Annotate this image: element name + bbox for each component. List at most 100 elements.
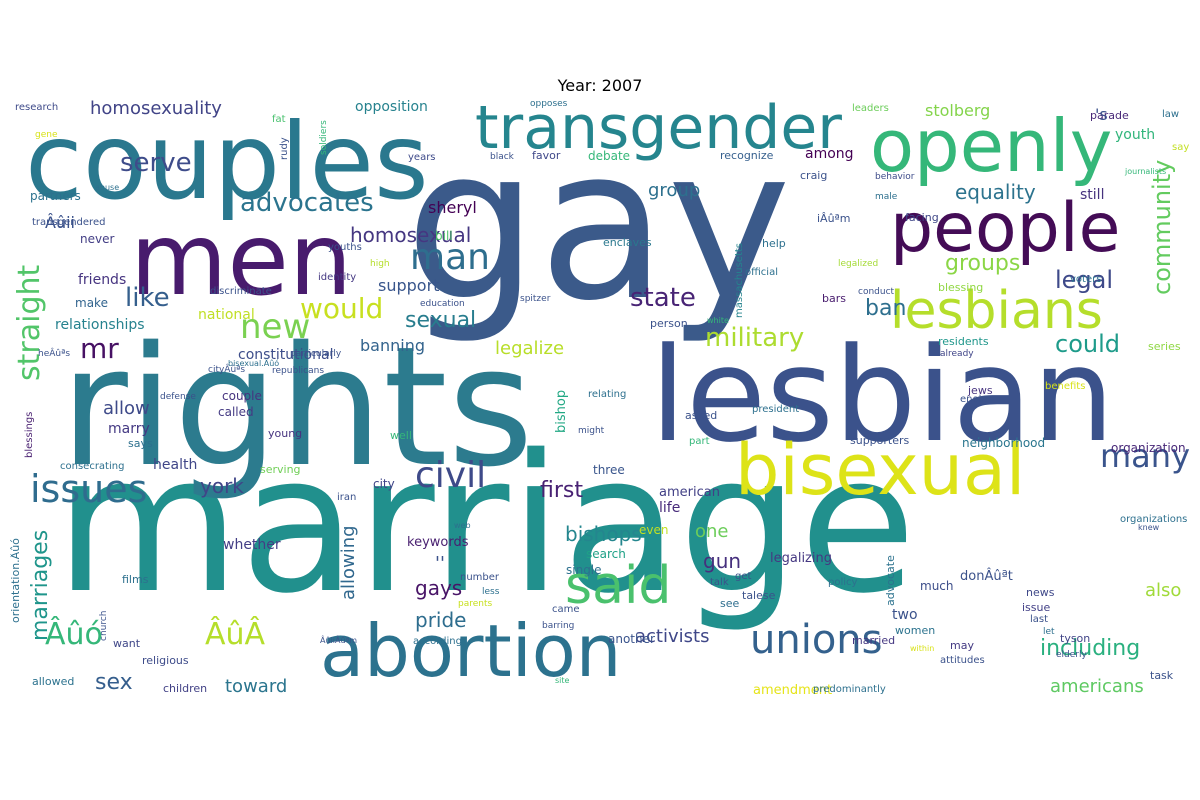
word-male-138: male bbox=[875, 192, 898, 202]
word-issue-113: issue bbox=[1022, 601, 1051, 614]
word-stolberg-53: stolberg bbox=[925, 101, 991, 120]
word-constitutional-61: constitutional bbox=[238, 347, 334, 363]
word-bill-86: bill bbox=[435, 229, 453, 243]
word-straight-18: straight bbox=[12, 264, 47, 381]
word-supporters-115: supporters bbox=[850, 434, 910, 447]
word-favor-89: favor bbox=[532, 149, 561, 162]
word-serving-101: serving bbox=[260, 463, 301, 476]
word-serve-21: serve bbox=[120, 148, 192, 178]
word-gun-48: gun bbox=[703, 549, 742, 573]
word-keywords-68: keywords bbox=[407, 535, 469, 550]
word-pride-41: pride bbox=[415, 608, 467, 632]
word-blessings-148: blessings bbox=[24, 411, 35, 458]
word-iran-157: iran bbox=[337, 492, 357, 503]
word-state-25: state bbox=[630, 283, 696, 313]
word-civil-15: civil bbox=[415, 455, 487, 496]
word-let-175: let bbox=[1043, 627, 1055, 637]
word-help-92: help bbox=[762, 237, 786, 250]
word-news-114: news bbox=[1026, 586, 1055, 599]
word-legal-32: legal bbox=[1055, 266, 1114, 294]
word-never-84: never bbox=[80, 232, 115, 246]
word-friends-59: friends bbox=[78, 272, 127, 288]
word-attitudes-172: attitudes bbox=[940, 655, 985, 666]
word-high-141: high bbox=[370, 259, 390, 269]
word-children-104: children bbox=[163, 682, 208, 695]
word-legalize-47: legalize bbox=[495, 338, 565, 359]
word-gay-0: gay bbox=[405, 102, 792, 347]
word-bars-93: bars bbox=[822, 292, 846, 305]
word-allowed-105: allowed bbox=[32, 675, 75, 688]
word-marriage-1: marriage bbox=[55, 414, 917, 635]
word-spitzer-142: spitzer bbox=[520, 294, 551, 304]
word-health-62: health bbox=[153, 457, 198, 473]
word-symbol-193: ÂûÂ bbox=[205, 617, 266, 652]
word-organizations-177: organizations bbox=[1120, 514, 1188, 525]
word-man-16: man bbox=[410, 237, 490, 278]
word-enclaves-94: enclaves bbox=[603, 236, 652, 249]
word-i-m-190: iÂûªm bbox=[817, 212, 851, 225]
word-knew-178: knew bbox=[1138, 523, 1160, 532]
word-neighborhood-75: neighborhood bbox=[962, 436, 1046, 450]
word-still-72: still bbox=[1080, 187, 1105, 203]
word-opposition-69: opposition bbox=[355, 100, 428, 115]
word-gene-185: gene bbox=[35, 130, 58, 140]
word-relationships-58: relationships bbox=[55, 317, 145, 333]
word-say-123: say bbox=[1172, 142, 1190, 153]
word-issues-14: issues bbox=[30, 467, 148, 511]
word-leaders-120: leaders bbox=[852, 103, 889, 114]
word-city-99: city bbox=[373, 477, 395, 491]
word-banning-56: banning bbox=[360, 336, 425, 355]
word-military-23: military bbox=[705, 323, 805, 353]
word-years-127: years bbox=[408, 152, 436, 163]
word-orientation-196: orientation.Âûó bbox=[10, 538, 22, 623]
word-could-29: could bbox=[1055, 330, 1120, 358]
word-opposes-182: opposes bbox=[530, 100, 568, 109]
word-legalized-134: legalized bbox=[838, 259, 879, 269]
word-tyson-112: tyson bbox=[1060, 632, 1091, 645]
word-many-19: many bbox=[1100, 437, 1190, 475]
word-groups-33: groups bbox=[945, 251, 1021, 276]
word-debate-87: debate bbox=[588, 149, 631, 163]
word-soldiers-181: soldiers bbox=[319, 120, 329, 155]
word-couples-4: couples bbox=[25, 101, 429, 223]
word-transgendered-128: transgendered bbox=[32, 217, 106, 228]
word-well-96: well bbox=[390, 429, 412, 442]
word-talese-170: talese bbox=[742, 589, 776, 602]
word-national-60: national bbox=[198, 307, 255, 323]
word-americans-44: americans bbox=[1050, 676, 1144, 697]
word-two-73: two bbox=[892, 607, 918, 623]
word-blessing-119: blessing bbox=[938, 281, 984, 294]
word-elderly-171: elderly bbox=[1056, 650, 1087, 660]
word-parents-160: parents bbox=[458, 599, 493, 609]
word-people-9: people bbox=[890, 189, 1121, 268]
word-community-24: community bbox=[1148, 159, 1176, 295]
word-came-163: came bbox=[552, 604, 580, 615]
word-bishops-37: bishops bbox=[565, 522, 642, 546]
word-support-57: support bbox=[378, 276, 440, 295]
word-city-s-194: cityÂûªs bbox=[208, 365, 246, 375]
word-symbol-192: Âûó bbox=[45, 617, 103, 652]
word-ii-191: Âûii bbox=[45, 213, 75, 232]
word-policy-169: policy bbox=[828, 577, 858, 588]
word-lesbians-11: lesbians bbox=[890, 281, 1103, 341]
word-consecrating-156: consecrating bbox=[60, 461, 125, 472]
word-much-109: much bbox=[920, 579, 954, 593]
word-women-107: women bbox=[895, 624, 936, 637]
word-parade-121: parade bbox=[1090, 109, 1129, 122]
word-defense-147: defense bbox=[160, 392, 196, 402]
word-american-66: american bbox=[659, 485, 720, 500]
word-rudy-126: rudy bbox=[279, 137, 290, 160]
word-advocate-108: advocate bbox=[884, 555, 897, 606]
word-marry-63: marry bbox=[108, 421, 150, 437]
word-series-117: series bbox=[1148, 340, 1181, 353]
word-asked-153: asked bbox=[685, 409, 718, 422]
word-amendment-77: amendment bbox=[753, 683, 833, 698]
word-single-78: single bbox=[566, 563, 602, 577]
word-films-161: films bbox=[122, 573, 149, 586]
word-get-167: get bbox=[735, 571, 752, 582]
word-youths-129: youths bbox=[328, 242, 362, 253]
word-president-151: president bbox=[752, 404, 800, 415]
word-within-166: within bbox=[910, 644, 935, 653]
word-called-82: called bbox=[218, 405, 254, 419]
word-religious-102: religious bbox=[142, 654, 189, 667]
